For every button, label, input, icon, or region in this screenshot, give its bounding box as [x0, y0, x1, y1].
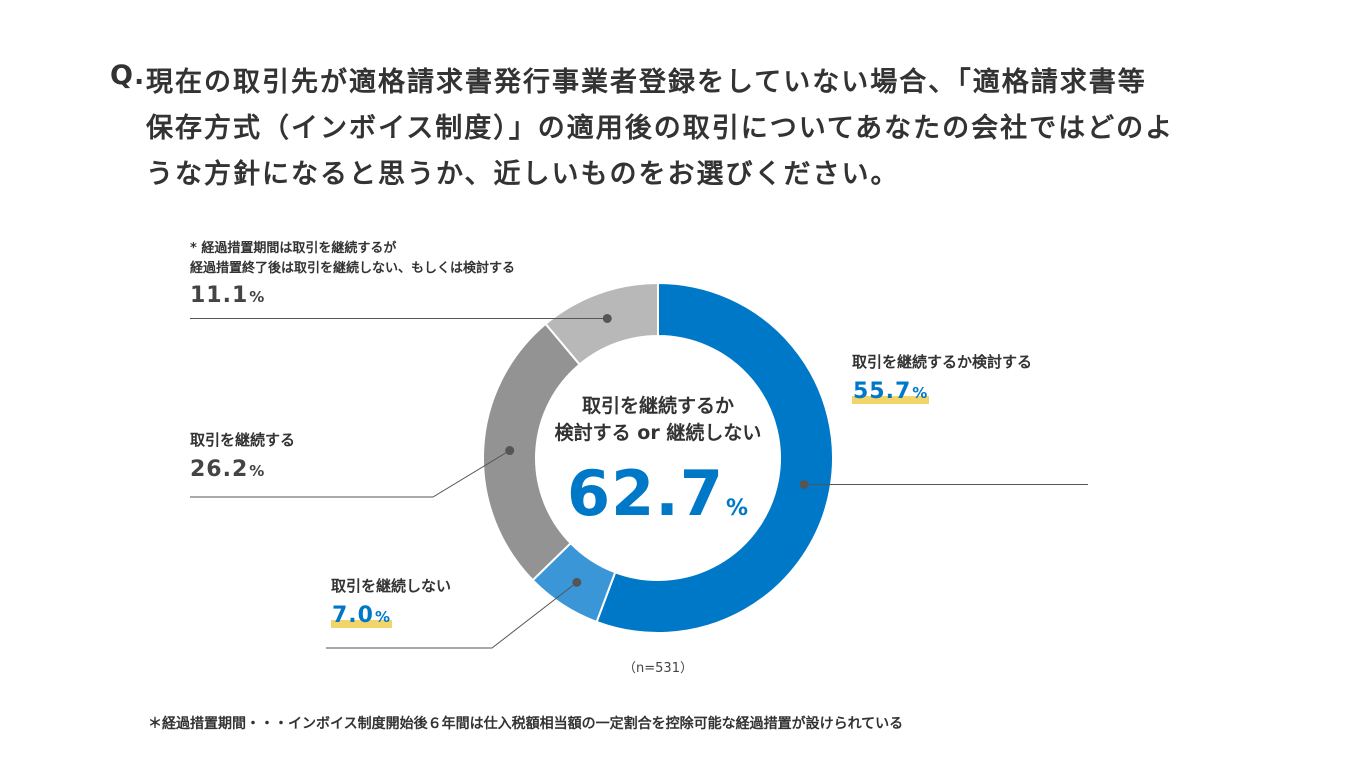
question-block: Q. 現在の取引先が適格請求書発行事業者登録をしていない場合、「適格請求書等 保…: [110, 60, 1310, 198]
label-consider-value: 55.7%: [852, 379, 1032, 404]
label-continue-unit: %: [249, 462, 266, 480]
label-transition-note-1: * 経過措置期間は取引を継続するが: [190, 241, 397, 256]
center-label-line-2: 検討する or 継続しない: [554, 422, 762, 444]
label-discontinue-highlight: 7.0%: [331, 603, 393, 628]
question-mark: Q.: [110, 60, 146, 91]
label-transition: * 経過措置期間は取引を継続するが 経過措置終了後は取引を継続しない、もしくは検…: [190, 239, 515, 308]
footnote: ＊経過措置期間・・・インボイス制度開始後６年間は仕入税額相当額の一定割合を控除可…: [148, 716, 904, 732]
center-label-line-1: 取引を継続するか: [581, 395, 734, 417]
label-consider-number: 55.7: [853, 379, 912, 404]
sample-size: （n=531）: [623, 661, 693, 676]
label-transition-note-2: 経過措置終了後は取引を継続しない、もしくは検討する: [190, 261, 516, 276]
leader-consider-dot: [799, 479, 809, 489]
label-consider-highlight: 55.7%: [852, 379, 930, 404]
label-continue-value: 26.2%: [190, 457, 295, 482]
label-discontinue-number: 7.0: [332, 603, 374, 628]
question-line-3: うな方針になると思うか、近しいものをお選びください。: [146, 159, 900, 190]
leader-transition-dot: [602, 313, 612, 323]
leader-discontinue-dot: [572, 577, 582, 587]
label-continue: 取引を継続する 26.2%: [190, 429, 295, 482]
label-transition-value: 11.1%: [190, 283, 515, 308]
label-continue-name: 取引を継続する: [190, 431, 296, 449]
label-transition-number: 11.1: [190, 283, 249, 308]
label-discontinue-value: 7.0%: [331, 603, 451, 628]
leader-discontinue: [326, 581, 578, 649]
slice-consider: [595, 281, 834, 634]
question-line-1: 現在の取引先が適格請求書発行事業者登録をしていない場合、「適格請求書等: [146, 67, 1147, 98]
question-text: 現在の取引先が適格請求書発行事業者登録をしていない場合、「適格請求書等 保存方式…: [146, 60, 1310, 198]
slice-continue: [482, 322, 582, 582]
label-consider: 取引を継続するか検討する 55.7%: [852, 351, 1032, 404]
label-consider-name: 取引を継続するか検討する: [852, 353, 1033, 371]
label-transition-unit: %: [249, 288, 266, 306]
label-continue-number: 26.2: [190, 457, 249, 482]
leader-lines: [190, 313, 1088, 649]
center-value-number: 62.7: [566, 457, 724, 530]
label-discontinue-unit: %: [374, 608, 392, 626]
question-line-2: 保存方式（インボイス制度）」の適用後の取引についてあなたの会社ではどのよ: [146, 113, 1175, 144]
center-value-unit: %: [725, 496, 750, 521]
slice-transition: [544, 281, 659, 366]
leader-continue: [190, 450, 510, 498]
leader-continue-dot: [505, 446, 515, 456]
donut-center: 取引を継続するか 検討する or 継続しない 62.7%: [533, 393, 783, 530]
label-discontinue: 取引を継続しない 7.0%: [331, 575, 451, 628]
label-consider-unit: %: [912, 384, 929, 402]
label-discontinue-name: 取引を継続しない: [331, 577, 452, 595]
center-value: 62.7%: [533, 457, 783, 530]
